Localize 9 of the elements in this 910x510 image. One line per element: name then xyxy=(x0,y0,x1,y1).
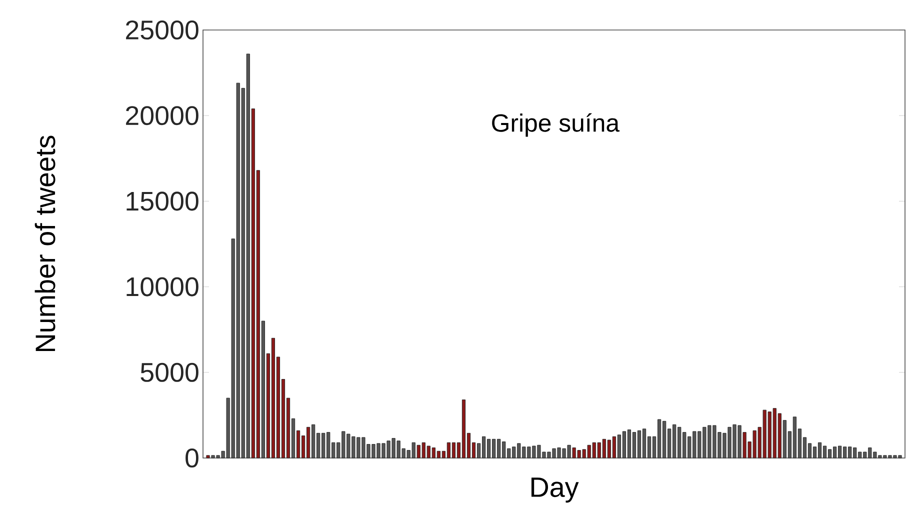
y-tick-label: 25000 xyxy=(126,20,198,40)
x-axis-title: Day xyxy=(531,478,579,503)
y-tick-label: 5000 xyxy=(140,362,198,382)
annotation: Gripe suína xyxy=(492,113,620,137)
y-tick-label: 15000 xyxy=(126,192,198,211)
y-tick-label: 0 xyxy=(186,448,198,468)
y-tick-label: 10000 xyxy=(126,277,198,296)
y-axis-title: Number of tweets xyxy=(34,136,56,352)
y-tick-label: 20000 xyxy=(126,106,198,126)
